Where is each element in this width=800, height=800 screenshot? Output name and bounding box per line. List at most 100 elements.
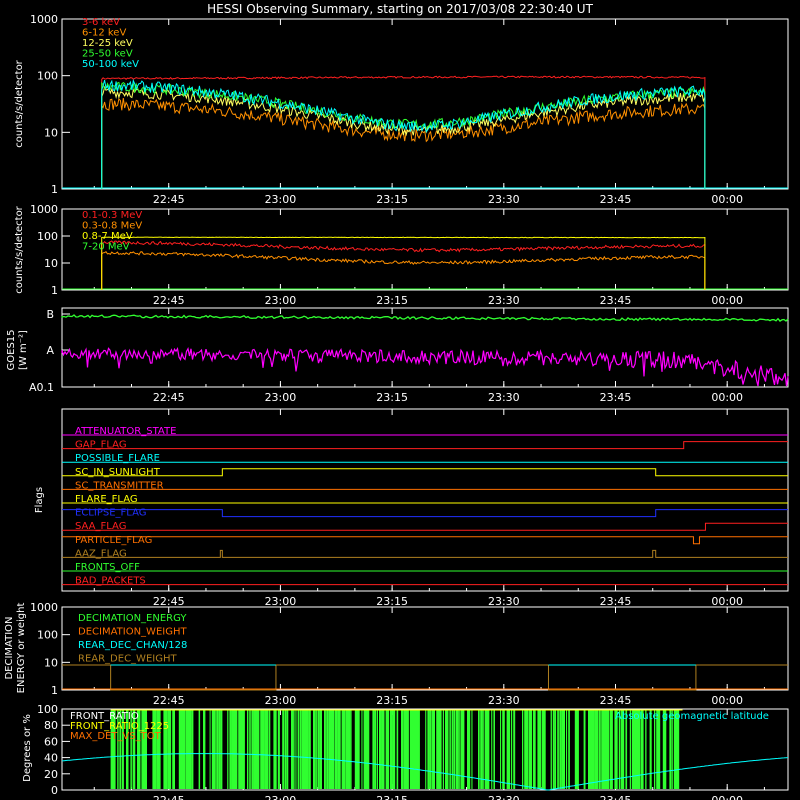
front-ratio-bar: [555, 710, 557, 789]
front-ratio-bar: [152, 710, 156, 789]
front-ratio-bar: [253, 710, 257, 789]
front-ratio-bar: [170, 710, 172, 789]
flag-label: FLARE_FLAG: [75, 494, 138, 505]
front-ratio-bar: [381, 710, 385, 789]
front-ratio-bar: [372, 710, 375, 789]
x-tick-label: 23:15: [376, 595, 408, 608]
front-ratio-bar: [181, 710, 184, 789]
front-ratio-bar: [317, 710, 320, 789]
front-ratio-bar: [139, 710, 141, 789]
x-tick-label: 23:00: [265, 294, 297, 307]
front-ratio-bar: [269, 710, 271, 789]
front-ratio-bar: [456, 710, 459, 789]
front-ratio-bar: [335, 710, 338, 789]
front-ratio-bar: [214, 710, 216, 789]
y-tick-label: 1000: [30, 601, 58, 614]
front-ratio-bar: [251, 710, 254, 789]
y-tick-label: 40: [44, 752, 58, 765]
y-axis-label: counts/s/detector: [14, 205, 25, 293]
x-tick-label: 23:30: [488, 294, 520, 307]
front-ratio-bar: [379, 710, 382, 789]
front-ratio-bar: [354, 710, 358, 789]
front-ratio-bar: [348, 710, 351, 789]
legend-entry: 25-50 keV: [82, 49, 133, 60]
front-ratio-bar: [264, 710, 268, 789]
front-ratio-bar: [112, 710, 116, 789]
front-ratio-bar: [541, 710, 545, 789]
front-ratio-bar: [449, 710, 451, 789]
front-ratio-bar: [508, 710, 511, 789]
front-ratio-bar: [577, 710, 579, 789]
front-ratio-bar: [110, 710, 114, 789]
x-tick-label: 22:45: [153, 794, 185, 800]
front-ratio-bar: [658, 710, 661, 789]
front-ratio-bar: [238, 710, 241, 789]
front-ratio-bar: [522, 710, 524, 789]
front-ratio-bar: [427, 710, 430, 789]
y-tick-label: 80: [44, 719, 58, 732]
legend-entry: DECIMATION_WEIGHT: [78, 627, 187, 638]
series-line-1: [101, 98, 706, 190]
front-ratio-bar: [425, 710, 427, 789]
front-ratio-bar: [132, 710, 136, 789]
legend-entry: Absolute geomagnetic latitude: [615, 711, 769, 722]
front-ratio-bar: [308, 710, 311, 789]
flag-label: ATTENUATOR_STATE: [75, 426, 176, 437]
front-ratio-bar: [227, 710, 229, 789]
x-tick-label: 23:30: [488, 595, 520, 608]
front-ratio-bar: [588, 710, 592, 789]
front-ratio-bar: [231, 710, 235, 789]
front-ratio-bar: [438, 710, 442, 789]
x-tick-label: 23:30: [488, 193, 520, 206]
front-ratio-bar: [284, 710, 287, 789]
front-ratio-bar: [255, 710, 260, 789]
front-ratio-bar: [346, 710, 349, 789]
y-tick-label: A: [46, 344, 54, 357]
y-axis-label: ENERGY or weight: [16, 603, 27, 694]
front-ratio-bar: [478, 710, 480, 789]
x-tick-label: 23:00: [265, 794, 297, 800]
y-axis-label: Flags: [34, 487, 45, 513]
front-ratio-bar: [632, 710, 636, 789]
front-ratio-bar: [242, 710, 245, 789]
front-ratio-bar: [198, 710, 201, 789]
front-ratio-bar: [599, 710, 601, 789]
front-ratio-bar: [671, 710, 673, 789]
front-ratio-bar: [187, 710, 191, 789]
plot-title: HESSI Observing Summary, starting on 201…: [207, 2, 593, 16]
front-ratio-bar: [260, 710, 264, 789]
front-ratio-bar: [295, 710, 297, 789]
front-ratio-bar: [233, 710, 237, 789]
x-tick-label: 23:15: [376, 193, 408, 206]
front-ratio-bar: [568, 710, 570, 789]
front-ratio-bar: [392, 710, 396, 789]
front-ratio-bar: [601, 710, 604, 789]
x-tick-label: 23:45: [600, 294, 632, 307]
x-tick-label: 00:00: [711, 595, 743, 608]
front-ratio-bar: [513, 710, 516, 789]
series-line-0: [101, 240, 706, 291]
front-ratio-bar: [434, 710, 435, 789]
front-ratio-bar: [211, 710, 215, 789]
front-ratio-bar: [552, 710, 555, 789]
y-axis-label: Degrees or %: [22, 714, 33, 782]
x-tick-label: 23:15: [376, 794, 408, 800]
y-tick-label: 60: [44, 735, 58, 748]
geomagnetic-latitude-line: [61, 753, 789, 791]
panel-5-frame: [61, 606, 789, 691]
flag-line-6: [62, 509, 788, 518]
front-ratio-bar: [669, 710, 672, 789]
front-ratio-bar: [387, 710, 390, 789]
front-ratio-bar: [500, 710, 502, 789]
front-ratio-bar: [638, 710, 641, 789]
flag-line-3: [62, 468, 788, 477]
x-tick-label: 00:00: [711, 794, 743, 800]
x-tick-label: 23:15: [376, 294, 408, 307]
y-tick-label: 0: [51, 784, 58, 797]
front-ratio-bar: [332, 710, 335, 789]
goes-long-line: [61, 314, 789, 322]
front-ratio-bar: [607, 710, 610, 789]
panel-2-frame: [61, 208, 789, 291]
y-tick-label: 10: [44, 257, 58, 270]
